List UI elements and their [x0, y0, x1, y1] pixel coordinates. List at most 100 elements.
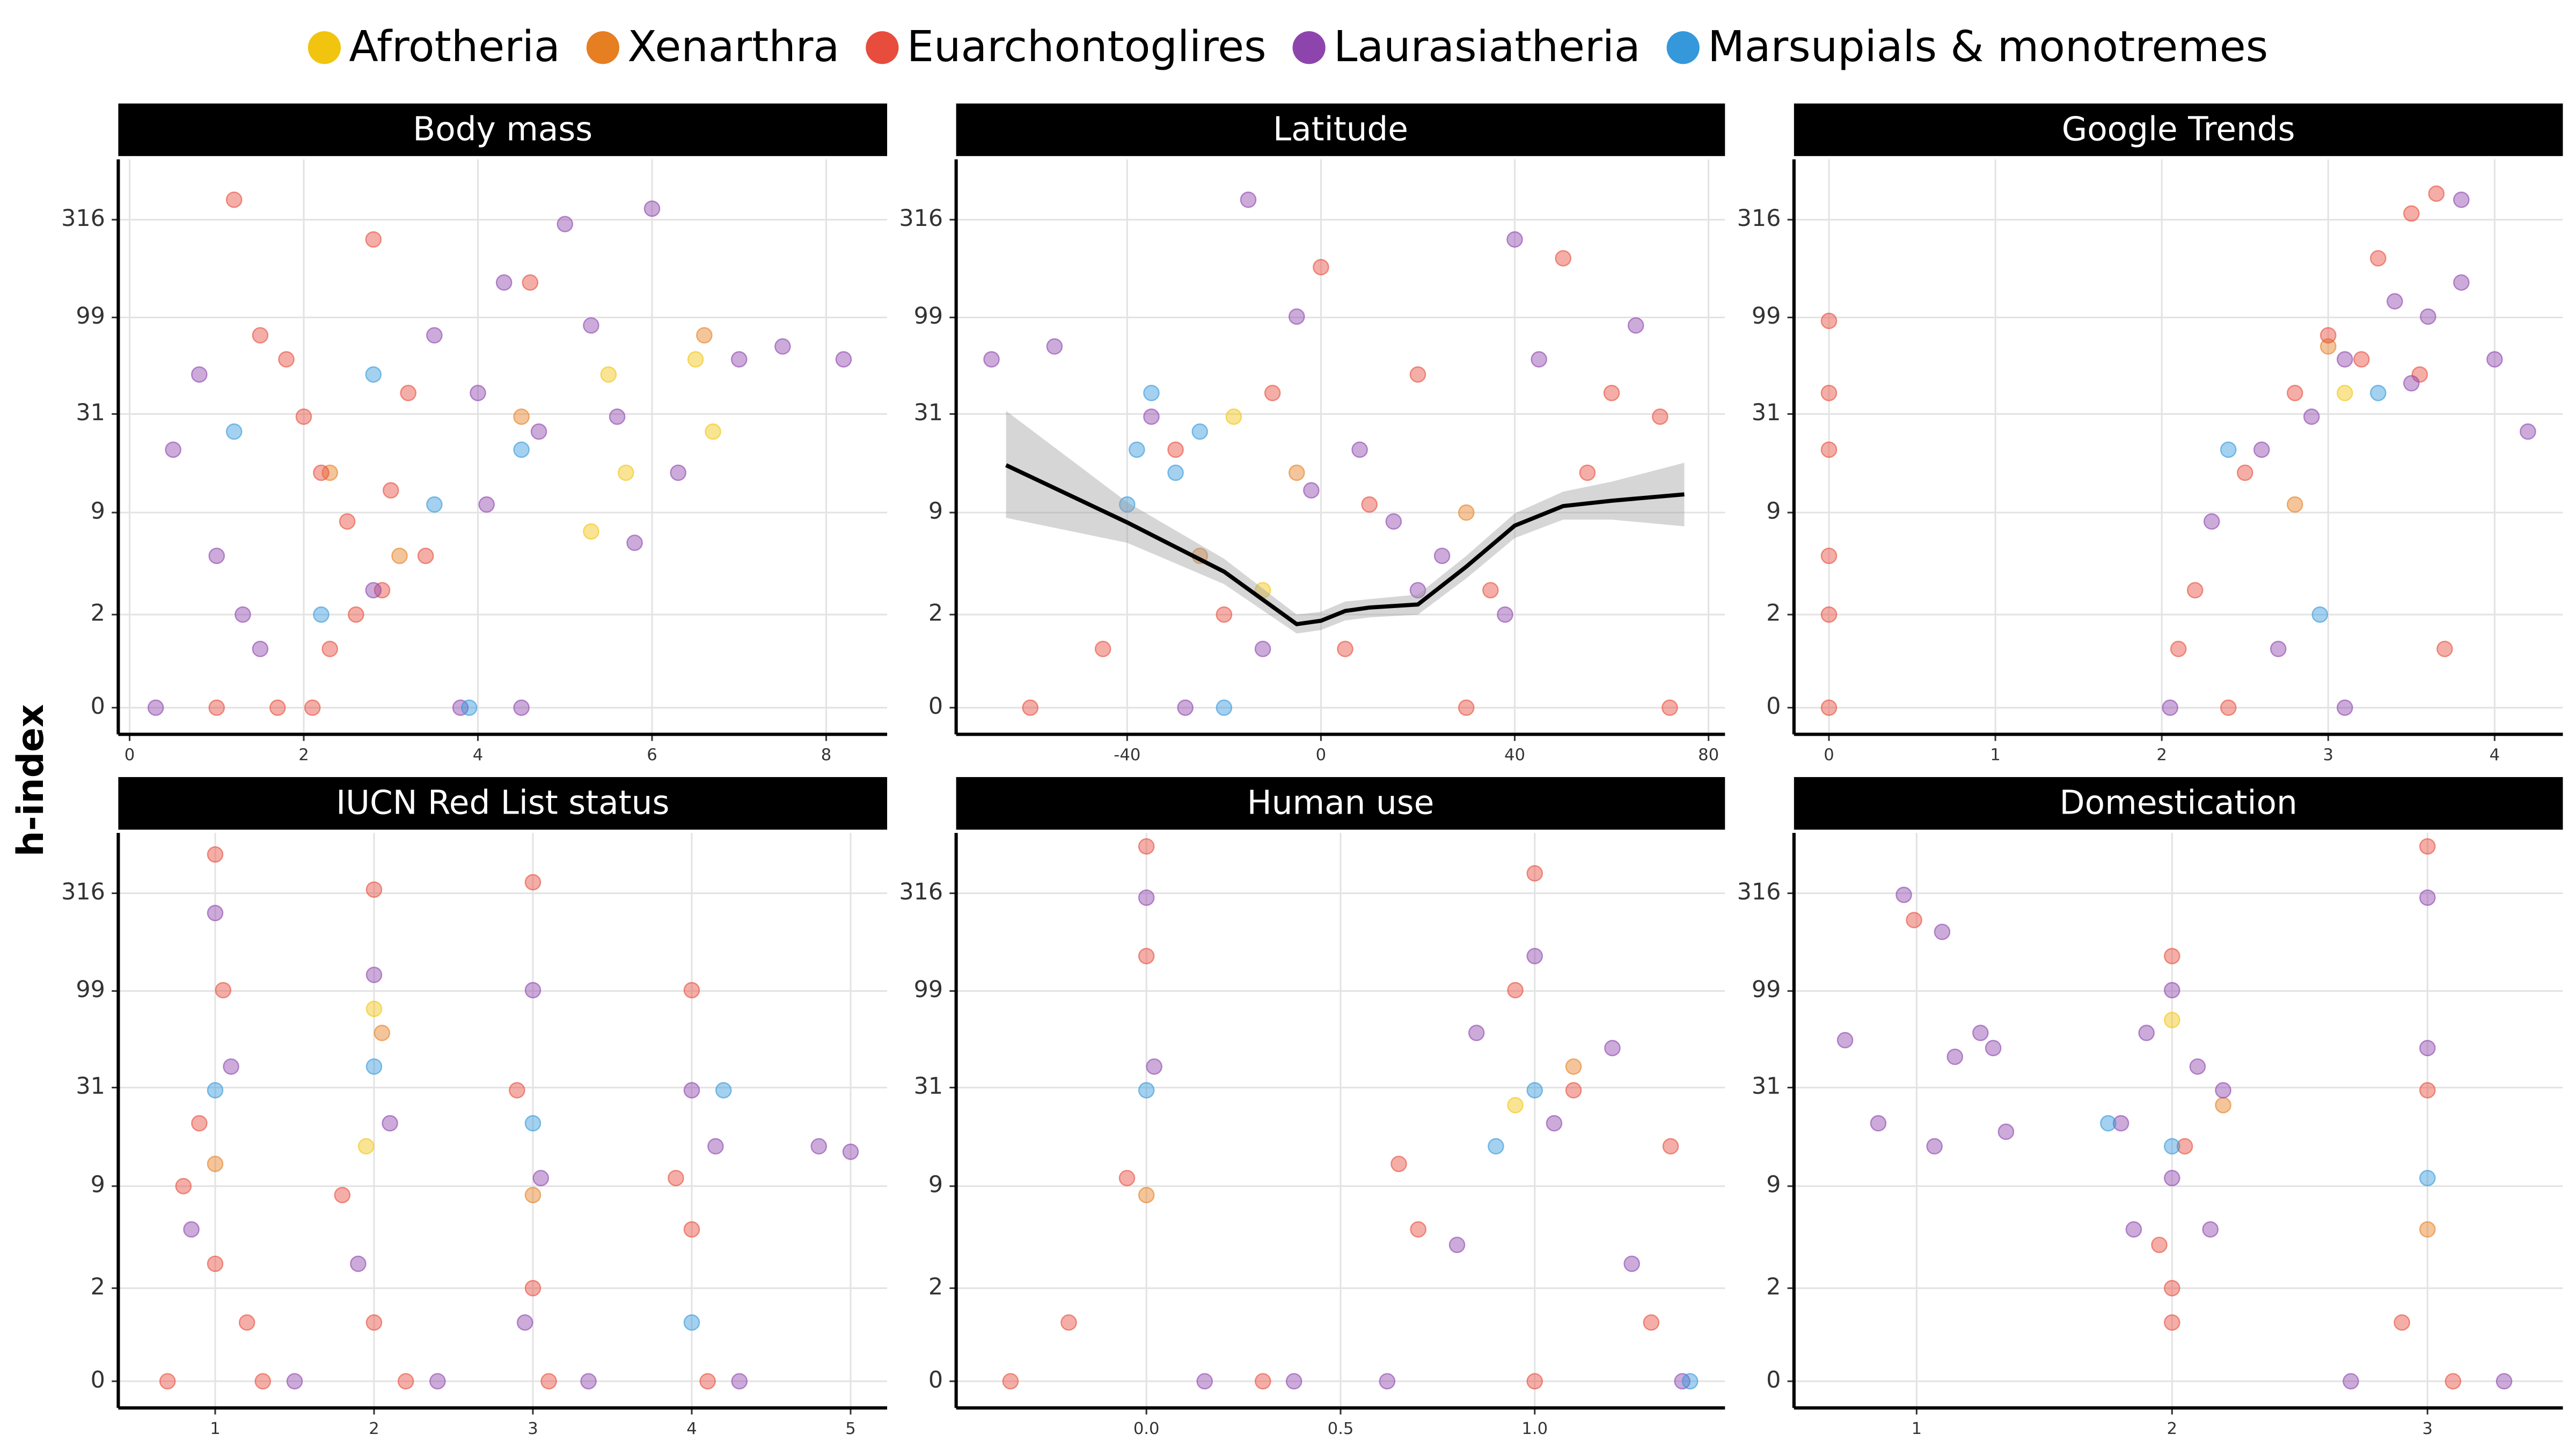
point [707, 1138, 724, 1155]
point [1138, 889, 1155, 906]
point [683, 1082, 700, 1099]
point [2343, 1373, 2359, 1390]
point [1997, 1123, 2015, 1140]
point [1507, 982, 1524, 999]
point [252, 640, 269, 657]
point [397, 1373, 414, 1390]
point [1337, 640, 1353, 657]
point [207, 905, 224, 921]
y-tick-label: 2 [91, 600, 105, 627]
legend: Afrotheria Xenarthra Euarchontoglires Laura… [308, 21, 2268, 71]
point [524, 1187, 541, 1204]
point [215, 982, 232, 999]
x-tick-label: 40 [1504, 746, 1525, 765]
point [365, 582, 382, 599]
point [1488, 1138, 1504, 1155]
point [2428, 185, 2445, 202]
x-tick-label: 0.5 [1328, 1419, 1354, 1438]
point [2202, 1221, 2219, 1238]
point [208, 547, 225, 565]
point [313, 606, 330, 623]
point [2125, 1221, 2142, 1238]
point [223, 1058, 239, 1075]
point [252, 327, 269, 344]
point [1820, 699, 1838, 716]
point [2163, 1280, 2180, 1297]
point [365, 1000, 383, 1018]
point [524, 982, 541, 999]
point [2336, 699, 2353, 716]
point [1531, 351, 1547, 368]
point [1579, 464, 1596, 481]
point [365, 881, 383, 898]
y-tick-label: 316 [61, 879, 105, 905]
point [1652, 408, 1668, 425]
smooth-line [1005, 463, 1685, 627]
point [235, 606, 251, 623]
point [618, 464, 634, 481]
point [365, 231, 382, 248]
point [1143, 384, 1160, 401]
point [509, 1082, 525, 1099]
y-axis-label: h-index [9, 704, 52, 857]
point [1167, 441, 1184, 458]
point [1264, 384, 1281, 401]
strip [118, 777, 888, 830]
point [1526, 865, 1543, 882]
point [1565, 1082, 1582, 1099]
point [774, 338, 791, 355]
point [2419, 1169, 2436, 1187]
point [269, 699, 286, 716]
point [2436, 640, 2453, 657]
point [478, 496, 495, 513]
point [1836, 1031, 1854, 1049]
panel: Human use 0 2 9 31 99 316 0.0 0.5 1.0 [899, 777, 1725, 1438]
point [1458, 699, 1475, 716]
point [1468, 1024, 1485, 1041]
y-tick-label: 31 [914, 399, 943, 426]
x-tick-label: 4 [2490, 746, 2500, 765]
point [2163, 1138, 2180, 1155]
point [339, 513, 356, 530]
point [1094, 640, 1111, 657]
point [524, 1115, 541, 1132]
x-tick-label: 8 [821, 746, 831, 765]
point [2419, 1082, 2436, 1099]
x-tick-label: 3 [2323, 746, 2333, 765]
point [2336, 351, 2353, 368]
point [1379, 1373, 1396, 1390]
point [2286, 496, 2303, 513]
point [513, 699, 530, 716]
point [1022, 699, 1039, 716]
point [365, 1314, 383, 1331]
x-tick-label: 1 [1912, 1419, 1922, 1438]
y-tick-label: 0 [1766, 1366, 1781, 1393]
panel: Domestication 0 2 9 31 99 316 1 2 3 [1737, 777, 2563, 1438]
y-tick-label: 31 [914, 1073, 943, 1100]
point [391, 547, 408, 565]
panel-title: Body mass [413, 110, 592, 148]
point [238, 1314, 255, 1331]
point [365, 967, 383, 983]
point [2353, 351, 2370, 368]
point [191, 366, 208, 383]
y-tick-label: 99 [76, 976, 105, 1003]
panel-title: Google Trends [2062, 110, 2295, 148]
point [1216, 606, 1233, 623]
y-tick-label: 316 [1737, 205, 1781, 232]
x-tick-label: -40 [1114, 746, 1140, 765]
y-tick-label: 99 [914, 976, 943, 1003]
point [1985, 1040, 2002, 1057]
point [1546, 1115, 1563, 1132]
legend-label: Marsupials & monotremes [1708, 21, 2268, 71]
point [1627, 317, 1644, 334]
point [2163, 948, 2180, 964]
point [2163, 1012, 2180, 1029]
point [382, 1115, 398, 1132]
panel: Body mass 0 2 9 31 99 316 0 2 4 6 8 [61, 103, 888, 765]
point [2215, 1082, 2231, 1099]
point [207, 1255, 224, 1272]
point [1167, 464, 1184, 481]
point [225, 191, 243, 208]
y-tick-label: 316 [1737, 879, 1781, 905]
